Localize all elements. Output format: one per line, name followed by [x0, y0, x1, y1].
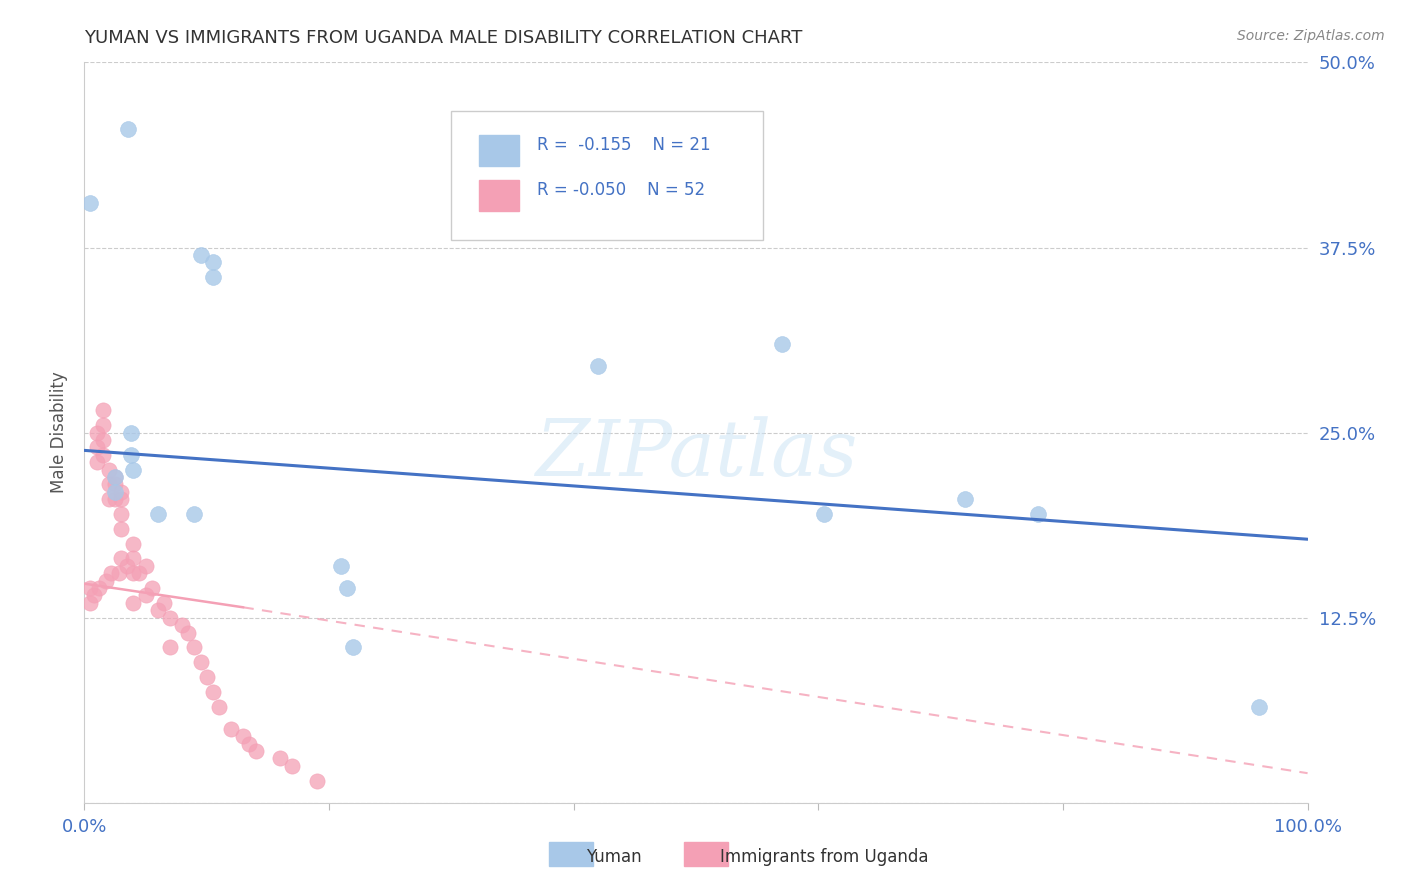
Point [83, 589, 105, 603]
Point [100, 566, 122, 581]
Point [172, 618, 194, 632]
Point [87, 581, 110, 595]
Point [208, 699, 231, 714]
Text: Source: ZipAtlas.com: Source: ZipAtlas.com [1237, 29, 1385, 43]
Point [770, 336, 793, 351]
Point [110, 522, 132, 536]
Point [128, 566, 150, 581]
Point [135, 589, 157, 603]
Point [190, 655, 212, 669]
Point [107, 566, 129, 581]
FancyBboxPatch shape [451, 111, 763, 240]
Point [91, 418, 114, 433]
Point [342, 640, 364, 655]
Point [96, 574, 118, 588]
Point [201, 685, 224, 699]
Point [586, 359, 609, 373]
Text: R =  -0.155    N = 21: R = -0.155 N = 21 [537, 136, 710, 154]
Point [110, 492, 132, 507]
Point [201, 270, 224, 285]
Point [135, 558, 157, 573]
Point [159, 610, 181, 624]
Point [104, 477, 127, 491]
Text: YUMAN VS IMMIGRANTS FROM UGANDA MALE DISABILITY CORRELATION CHART: YUMAN VS IMMIGRANTS FROM UGANDA MALE DIS… [84, 29, 803, 47]
Point [104, 484, 127, 499]
Point [97, 462, 120, 476]
Point [91, 433, 114, 447]
Y-axis label: Male Disability: Male Disability [51, 372, 69, 493]
Text: ZIPatlas: ZIPatlas [534, 417, 858, 493]
Point [122, 596, 145, 610]
Bar [479, 136, 519, 166]
Text: R = -0.050    N = 52: R = -0.050 N = 52 [537, 181, 704, 199]
Point [110, 484, 132, 499]
Point [146, 507, 169, 521]
Point [120, 425, 142, 440]
Point [330, 558, 353, 573]
Point [122, 462, 145, 476]
Point [79, 196, 101, 211]
Point [336, 581, 359, 595]
Point [305, 773, 328, 788]
Point [159, 640, 181, 655]
Point [201, 255, 224, 269]
Text: Yuman: Yuman [586, 848, 641, 866]
Point [117, 122, 139, 136]
Point [104, 492, 127, 507]
Point [122, 566, 145, 581]
Point [1028, 507, 1050, 521]
Point [183, 507, 205, 521]
Point [232, 729, 254, 743]
Point [953, 492, 976, 507]
Point [86, 441, 108, 455]
Point [146, 603, 169, 617]
Point [97, 492, 120, 507]
Point [813, 507, 835, 521]
Bar [683, 842, 728, 866]
Text: Immigrants from Uganda: Immigrants from Uganda [720, 848, 929, 866]
Bar [550, 842, 593, 866]
Point [104, 470, 127, 484]
Point [183, 640, 205, 655]
Point [238, 737, 260, 751]
Point [177, 625, 200, 640]
Point [219, 722, 242, 736]
Point [269, 751, 291, 765]
Point [86, 425, 108, 440]
Point [195, 670, 218, 684]
Point [281, 758, 304, 772]
Point [141, 581, 163, 595]
Point [104, 470, 127, 484]
Point [97, 477, 120, 491]
Point [110, 507, 132, 521]
Point [79, 596, 101, 610]
Point [91, 448, 114, 462]
Point [110, 551, 132, 566]
Point [91, 403, 114, 417]
Point [245, 744, 267, 758]
Point [86, 455, 108, 469]
Point [120, 448, 142, 462]
Point [190, 248, 212, 262]
Point [122, 536, 145, 550]
Point [115, 558, 138, 573]
Point [1247, 699, 1270, 714]
Point [153, 596, 176, 610]
Point [122, 551, 145, 566]
Point [79, 581, 101, 595]
Bar [479, 179, 519, 211]
